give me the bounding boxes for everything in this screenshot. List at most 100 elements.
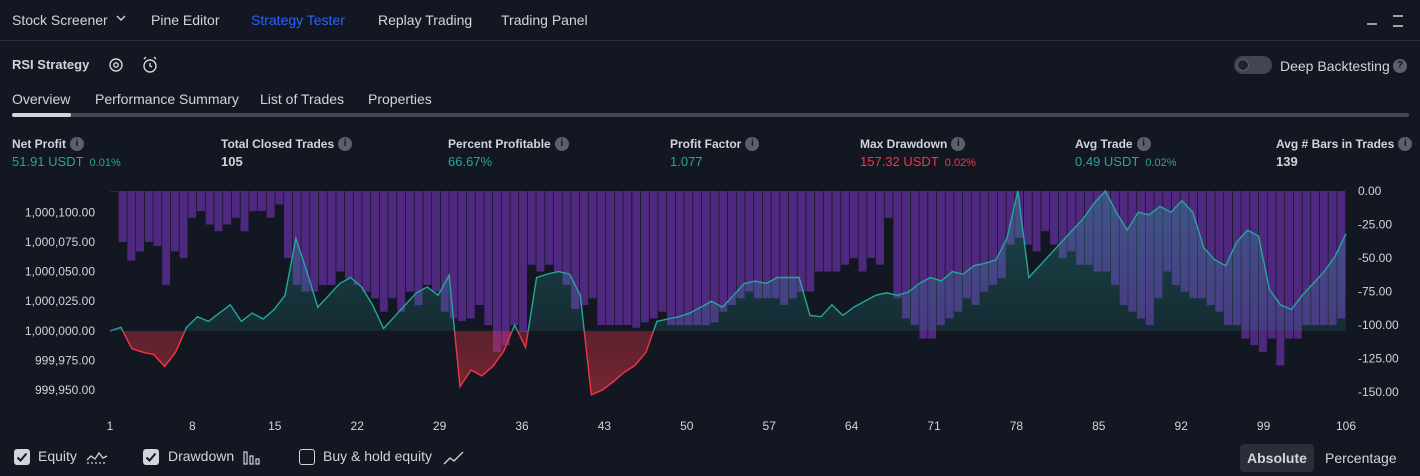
drawdown-bar [1293, 191, 1302, 339]
info-icon[interactable]: i [70, 137, 84, 152]
drawdown-bar [301, 191, 310, 292]
drawdown-bar [197, 191, 205, 212]
drawdown-bar [980, 191, 989, 292]
drawdown-bar [388, 191, 397, 299]
tab-trading-panel[interactable]: Trading Panel [501, 12, 588, 28]
drawdown-bar [405, 191, 414, 292]
percentage-button[interactable]: Percentage [1325, 450, 1397, 466]
buy-hold-checkbox[interactable] [299, 449, 315, 465]
metric-label: Percent Profitable [448, 137, 551, 152]
drawdown-bar [440, 191, 449, 312]
drawdown-bar [327, 191, 336, 285]
x-axis-tick-label: 15 [268, 419, 282, 433]
drawdown-checkbox[interactable] [143, 449, 159, 465]
metric-label: Avg Trade [1075, 137, 1133, 152]
chevron-down-icon[interactable] [116, 12, 126, 24]
minimize-icon[interactable] [1364, 12, 1380, 28]
x-axis-tick-label: 43 [598, 419, 612, 433]
right-axis-tick-label: -150.00 [1358, 385, 1399, 399]
info-icon[interactable]: i [338, 137, 353, 152]
drawdown-bar [310, 191, 319, 292]
metric-value: 157.32 USDT 0.02% [860, 154, 976, 169]
metric-value-text: 1.077 [670, 154, 703, 169]
drawdown-bar [362, 191, 371, 292]
drawdown-bar [876, 191, 884, 265]
info-icon[interactable]: i [1136, 137, 1151, 152]
right-axis-tick-label: 0.00 [1358, 184, 1382, 198]
drawdown-bar [449, 191, 458, 319]
tab-stock-screener[interactable]: Stock Screener [12, 12, 108, 28]
alarm-clock-icon[interactable] [140, 55, 160, 75]
deep-backtesting-toggle[interactable] [1234, 56, 1272, 74]
equity-checkbox[interactable] [14, 449, 30, 465]
tab-strategy-tester[interactable]: Strategy Tester [251, 12, 345, 28]
drawdown-bar [1328, 191, 1337, 326]
metric-label: Profit Factor [670, 137, 742, 152]
drawdown-bar [536, 191, 545, 272]
drawdown-bar [258, 191, 266, 212]
absolute-button[interactable]: Absolute [1240, 444, 1314, 472]
info-icon[interactable]: i [1398, 137, 1413, 152]
drawdown-bar [188, 191, 197, 218]
drawdown-bar [162, 191, 171, 285]
drawdown-bar [318, 191, 327, 285]
drawdown-bar [614, 191, 623, 326]
drawdown-bar [397, 191, 406, 312]
drawdown-bar [1285, 191, 1293, 339]
drawdown-bar [745, 191, 754, 292]
tab-pine-editor[interactable]: Pine Editor [151, 12, 220, 28]
check-icon [145, 452, 157, 462]
drawdown-bar [292, 191, 301, 285]
drawdown-bar [144, 191, 153, 242]
drawdown-bar [936, 191, 945, 326]
metric-value-text: 0.49 USDT [1075, 154, 1140, 169]
x-axis-tick-label: 78 [1010, 419, 1024, 433]
drawdown-bar [519, 191, 527, 332]
left-axis-tick-label: 999,975.00 [35, 354, 95, 368]
metric-max-drawdown: Max Drawdown i 157.32 USDT 0.02% [860, 135, 976, 169]
tab-indicator [12, 113, 71, 117]
drawdown-bar [762, 191, 771, 299]
drawdown-bar [658, 191, 667, 312]
metric-avg-trade: Avg Trade i 0.49 USDT 0.02% [1075, 135, 1177, 169]
strategy-name: RSI Strategy [12, 57, 90, 72]
drawdown-bar [597, 191, 606, 326]
drawdown-bar [719, 191, 728, 312]
help-icon[interactable]: ? [1393, 59, 1407, 73]
drawdown-bar [1023, 191, 1032, 245]
drawdown-bar [1006, 191, 1015, 245]
drawdown-bar [484, 191, 493, 326]
drawdown-bar [231, 191, 240, 218]
x-axis-tick-label: 92 [1175, 419, 1189, 433]
x-axis-tick-label: 50 [680, 419, 694, 433]
tab-replay-trading[interactable]: Replay Trading [378, 12, 473, 28]
drawdown-bar [527, 191, 536, 265]
equity-drawdown-chart[interactable]: 1,000,100.00 1,000,075.00 1,000,050.00 1,00… [0, 180, 1420, 442]
drawdown-bar [997, 191, 1006, 279]
drawdown-bar [127, 191, 136, 261]
tab-list-of-trades[interactable]: List of Trades [260, 91, 345, 107]
info-icon[interactable]: i [951, 137, 966, 152]
drawdown-bar [797, 191, 806, 292]
metric-value-text: 105 [221, 154, 243, 169]
drawdown-bar [371, 191, 379, 299]
drawdown-bar [1215, 191, 1224, 312]
right-axis-tick-label: -100.00 [1358, 318, 1399, 332]
drawdown-bar [954, 191, 963, 312]
x-axis-tick-label: 29 [433, 419, 447, 433]
tab-performance-summary[interactable]: Performance Summary [95, 91, 239, 107]
drawdown-bar [353, 191, 362, 285]
info-icon[interactable]: i [554, 137, 569, 152]
tab-properties[interactable]: Properties [368, 91, 432, 107]
metric-value-text: 66.67% [448, 154, 493, 169]
equity-label: Equity [38, 448, 77, 464]
drawdown-bar [1206, 191, 1215, 305]
maximize-icon[interactable] [1390, 12, 1406, 28]
check-icon [16, 452, 28, 462]
info-icon[interactable]: i [745, 137, 760, 152]
tab-overview[interactable]: Overview [12, 91, 71, 107]
settings-icon[interactable] [106, 55, 126, 75]
drawdown-bar [432, 191, 440, 292]
drawdown-bar [275, 191, 284, 205]
metric-label: Max Drawdown [860, 137, 948, 152]
